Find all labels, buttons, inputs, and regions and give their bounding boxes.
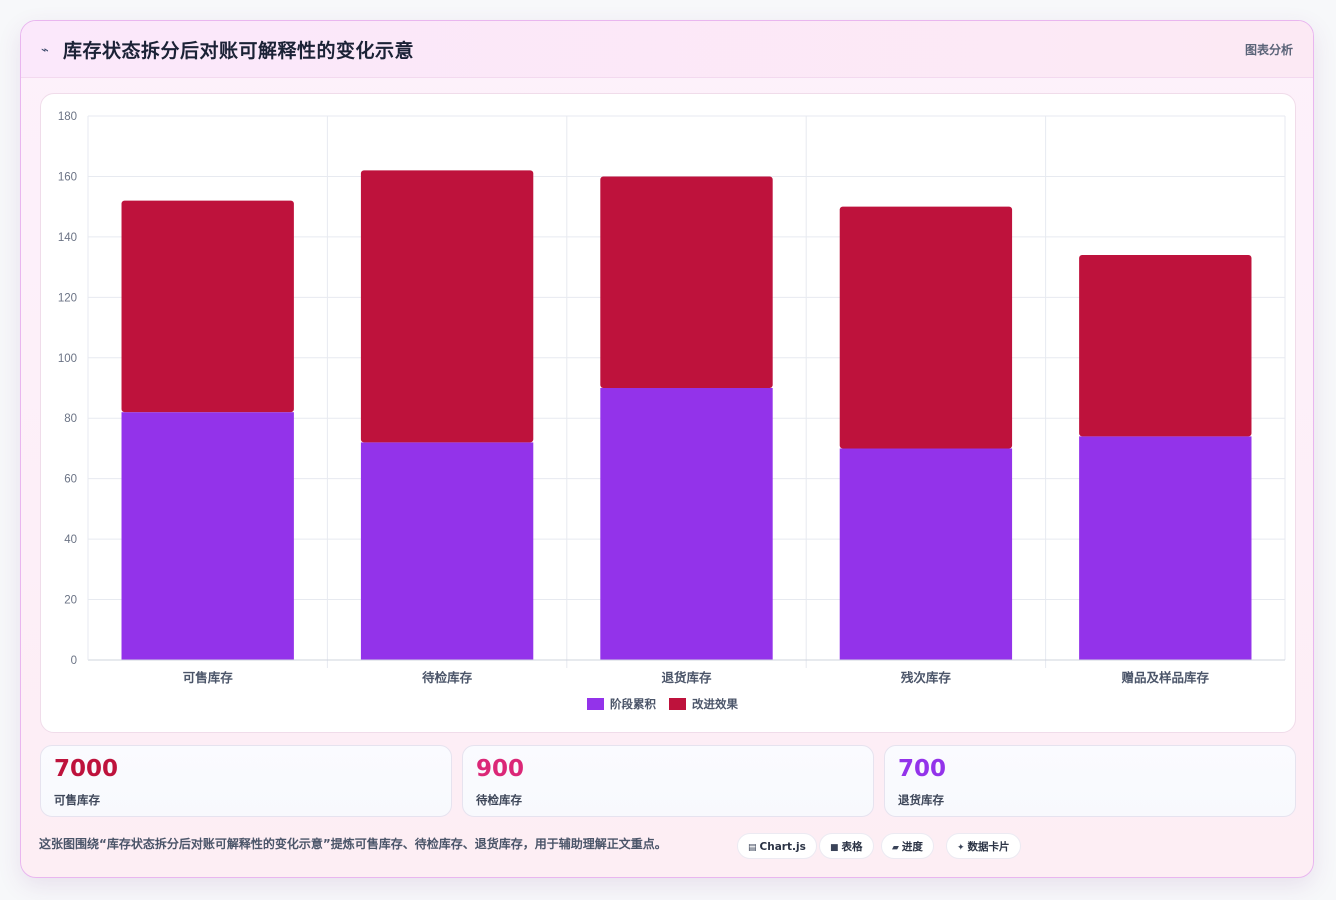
- page-title: 库存状态拆分后对账可解释性的变化示意: [63, 40, 415, 62]
- chart-analysis-tag: 图表分析: [1244, 43, 1293, 57]
- stat-label: 待检库存: [476, 793, 522, 807]
- bar-stage-cumulative: [839, 448, 1013, 660]
- table-icon: ■: [830, 843, 839, 853]
- stat-card-sellable: 7000 可售库存: [40, 745, 452, 817]
- bar-stage-cumulative: [1079, 436, 1252, 660]
- legend-swatch: [669, 698, 686, 710]
- y-tick-label: 140: [58, 232, 77, 244]
- card-header: ⌁ 库存状态拆分后对账可解释性的变化示意 图表分析: [21, 21, 1313, 78]
- chart-card: ⌁ 库存状态拆分后对账可解释性的变化示意 图表分析 0 20 40 60 80 100 12…: [20, 20, 1314, 878]
- pill-label: 进度: [901, 841, 923, 853]
- pill-data-card[interactable]: ✦ 数据卡片: [946, 833, 1021, 859]
- pill-table[interactable]: ■ 表格: [819, 833, 874, 859]
- y-tick-label: 160: [58, 171, 77, 183]
- y-tick-label: 40: [64, 534, 77, 546]
- y-tick-label: 0: [71, 655, 77, 667]
- y-tick-label: 20: [64, 595, 77, 607]
- stat-value: 900: [476, 756, 525, 782]
- progress-icon: ▰: [892, 843, 899, 853]
- legend-label: 改进效果: [692, 697, 738, 711]
- bar-improvement-effect: [600, 176, 773, 388]
- y-tick-label: 60: [64, 474, 77, 486]
- chart-caption: 这张图围绕“库存状态拆分后对账可解释性的变化示意”提炼可售库存、待检库存、退货库…: [39, 837, 667, 851]
- stat-card-returned: 700 退货库存: [884, 745, 1296, 817]
- pill-label: Chart.js: [759, 841, 806, 853]
- pill-chartjs[interactable]: ▤ Chart.js: [737, 833, 817, 859]
- legend-swatch: [587, 698, 604, 710]
- bar-stage-cumulative: [121, 412, 294, 660]
- x-tick-label: 可售库存: [183, 670, 234, 685]
- x-tick-label: 残次库存: [901, 670, 952, 685]
- y-tick-label: 80: [64, 413, 77, 425]
- stat-label: 可售库存: [54, 793, 100, 807]
- y-tick-label: 180: [58, 111, 77, 123]
- bar-improvement-effect: [360, 170, 534, 443]
- chart-line-icon: ⌁: [41, 43, 49, 58]
- x-tick-label: 赠品及样品库存: [1122, 670, 1210, 685]
- y-tick-label: 120: [58, 292, 77, 304]
- x-tick-label: 退货库存: [661, 670, 712, 685]
- y-tick-label: 100: [58, 353, 77, 365]
- stat-value: 7000: [54, 756, 119, 782]
- stat-card-pending: 900 待检库存: [462, 745, 874, 817]
- stat-value: 700: [898, 756, 947, 782]
- pill-progress[interactable]: ▰ 进度: [881, 833, 934, 859]
- bar-stage-cumulative: [600, 388, 773, 660]
- bar-improvement-effect: [1079, 255, 1252, 437]
- bar-improvement-effect: [839, 206, 1013, 449]
- pill-label: 数据卡片: [967, 841, 1010, 853]
- chart-icon: ▤: [748, 843, 757, 853]
- legend-label: 阶段累积: [610, 697, 656, 711]
- stacked-bar-chart: 0 20 40 60 80 100 120 140 160 180 可售库存 待检库存 退货库存 残次库存…: [58, 111, 1286, 711]
- stat-label: 退货库存: [898, 793, 944, 807]
- chart-panel: 0 20 40 60 80 100 120 140 160 180 可售库存 待检库存 退货库存 残次库存…: [40, 93, 1296, 733]
- bar-stage-cumulative: [360, 442, 534, 660]
- bar-improvement-effect: [121, 200, 294, 413]
- pill-label: 表格: [841, 841, 863, 853]
- sparkle-icon: ✦: [957, 843, 965, 853]
- x-tick-label: 待检库存: [422, 670, 473, 685]
